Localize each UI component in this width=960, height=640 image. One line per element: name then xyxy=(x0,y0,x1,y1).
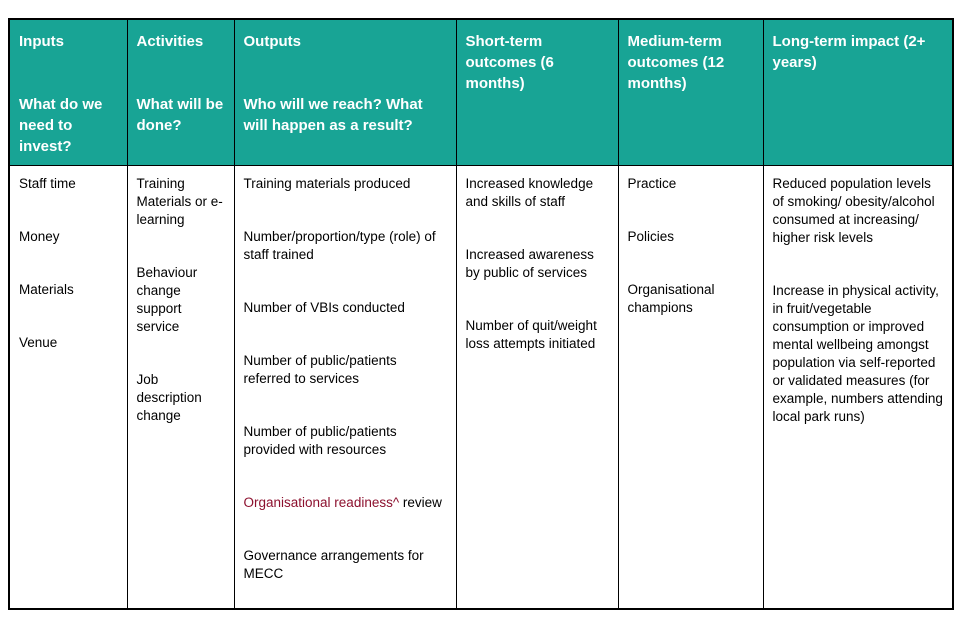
cell-paragraph: Organisational champions xyxy=(628,281,755,317)
cell-text: Number of public/patients provided with … xyxy=(243,424,397,457)
cell-text: Staff time xyxy=(19,176,76,191)
cell-paragraph: Training materials produced xyxy=(244,175,448,193)
cell-paragraph: Increased awareness by public of service… xyxy=(466,246,610,282)
column-header-outputs: Outputs Who will we reach? What will hap… xyxy=(233,18,457,166)
cell-text: Training Materials or e-learning xyxy=(136,176,223,227)
cell-paragraph: Staff time xyxy=(19,175,119,193)
header-title: Long-term impact (2+ years) xyxy=(772,33,926,71)
cell-text: Number/proportion/type (role) of staff t… xyxy=(243,229,436,262)
accent-text: Organisational readiness^ xyxy=(243,495,400,510)
cell-paragraph: Practice xyxy=(628,175,755,193)
cell-text: Organisational champions xyxy=(627,282,715,315)
column-header-activities: Activities What will be done? xyxy=(126,18,235,166)
header-title: Outputs xyxy=(243,33,302,50)
column-body-outputs: Training materials produced Number/propor… xyxy=(233,165,457,609)
header-title: Medium-term outcomes (12 months) xyxy=(627,33,725,92)
body-row: Staff time Money Materials Venue Training M… xyxy=(8,165,954,609)
column-header-medium-term-outcomes: Medium-term outcomes (12 months) xyxy=(617,18,764,166)
column-body-long-term-impact: Reduced population levels of smoking/ ob… xyxy=(762,165,954,609)
column-body-activities: Training Materials or e-learning Behaviou… xyxy=(126,165,235,609)
cell-paragraph: Venue xyxy=(19,334,119,352)
header-title: Short-term outcomes (6 months) xyxy=(465,33,554,92)
cell-paragraph: Increased knowledge and skills of staff xyxy=(466,175,610,211)
cell-paragraph: Reduced population levels of smoking/ ob… xyxy=(773,175,945,247)
cell-paragraph: Number of public/patients referred to se… xyxy=(244,352,448,388)
header-row: Inputs What do we need to invest? Activi… xyxy=(8,18,954,166)
cell-paragraph: Governance arrangements for MECC xyxy=(244,547,448,583)
cell-paragraph: Increase in physical activity, in fruit/… xyxy=(773,282,945,426)
cell-text: review xyxy=(399,495,442,510)
header-title: Activities xyxy=(136,33,204,50)
cell-text: Training materials produced xyxy=(243,176,411,191)
column-body-inputs: Staff time Money Materials Venue xyxy=(8,165,128,609)
header-question: What will be done? xyxy=(136,96,224,134)
cell-text: Increase in physical activity, in fruit/… xyxy=(772,283,943,424)
cell-paragraph: Number of VBIs conducted xyxy=(244,299,448,317)
cell-text: Increased awareness by public of service… xyxy=(465,247,594,280)
column-header-short-term-outcomes: Short-term outcomes (6 months) xyxy=(455,18,619,166)
cell-text: Number of VBIs conducted xyxy=(243,300,405,315)
cell-paragraph: Number of public/patients provided with … xyxy=(244,423,448,459)
cell-text: Behaviour change support service xyxy=(136,265,198,334)
cell-text: Number of quit/weight loss attempts init… xyxy=(465,318,597,351)
cell-text: Venue xyxy=(19,335,58,350)
column-body-medium-term-outcomes: Practice Policies Organisational champions xyxy=(617,165,764,609)
header-title: Inputs xyxy=(19,33,64,50)
cell-text: Materials xyxy=(19,282,74,297)
cell-paragraph: Materials xyxy=(19,281,119,299)
cell-text: Money xyxy=(19,229,60,244)
header-question: What do we need to invest? xyxy=(19,96,103,155)
column-body-short-term-outcomes: Increased knowledge and skills of staff I… xyxy=(455,165,619,609)
cell-paragraph: Number of quit/weight loss attempts init… xyxy=(466,317,610,353)
cell-text: Job description change xyxy=(136,372,202,423)
logic-model-table: Inputs What do we need to invest? Activi… xyxy=(8,18,954,610)
cell-paragraph: Money xyxy=(19,228,119,246)
cell-text: Governance arrangements for MECC xyxy=(243,548,424,581)
cell-paragraph: Number/proportion/type (role) of staff t… xyxy=(244,228,448,264)
column-header-inputs: Inputs What do we need to invest? xyxy=(8,18,128,166)
cell-paragraph: Job description change xyxy=(137,371,226,425)
cell-text: Reduced population levels of smoking/ ob… xyxy=(772,176,935,245)
cell-paragraph: Organisational readiness^ review xyxy=(244,494,448,512)
column-header-long-term-impact: Long-term impact (2+ years) xyxy=(762,18,954,166)
cell-paragraph: Training Materials or e-learning xyxy=(137,175,226,229)
cell-text: Practice xyxy=(627,176,677,191)
header-question: Who will we reach? What will happen as a… xyxy=(243,96,423,134)
cell-text: Number of public/patients referred to se… xyxy=(243,353,397,386)
cell-paragraph: Behaviour change support service xyxy=(137,264,226,336)
cell-text: Increased knowledge and skills of staff xyxy=(465,176,594,209)
cell-paragraph: Policies xyxy=(628,228,755,246)
cell-text: Policies xyxy=(627,229,675,244)
